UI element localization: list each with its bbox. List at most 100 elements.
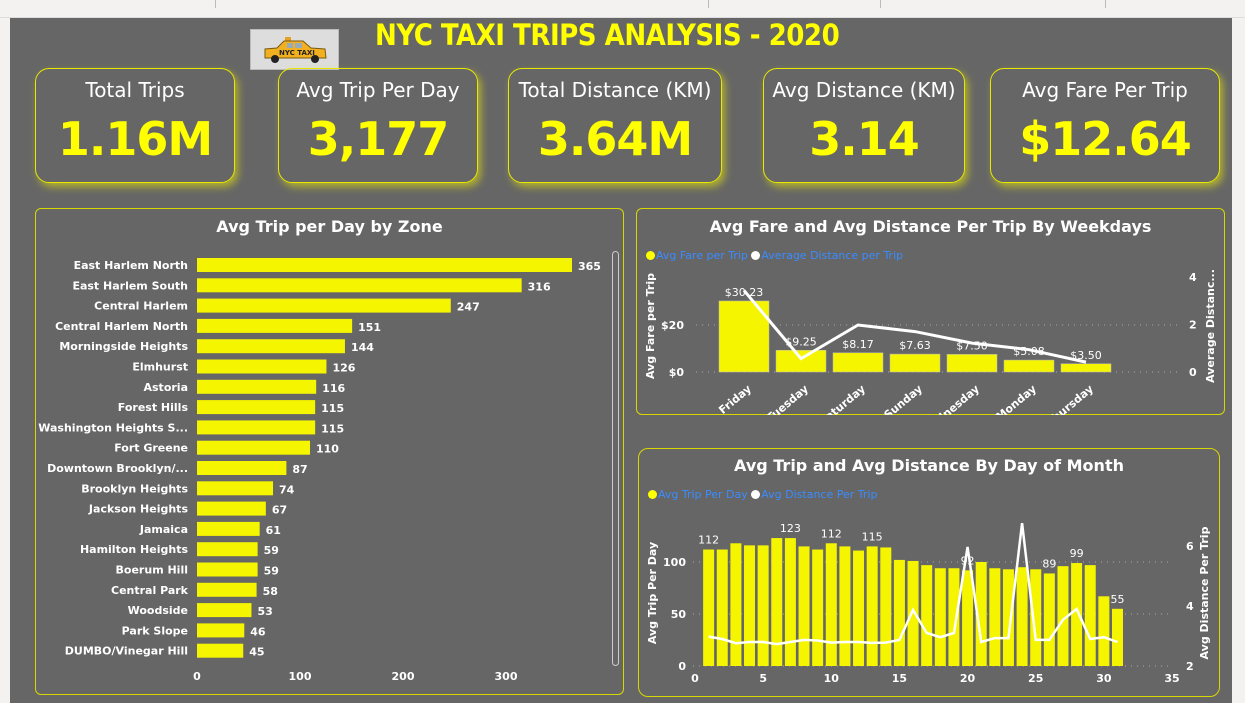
y-tick-label: $0 bbox=[669, 366, 685, 379]
chart-title: Avg Fare and Avg Distance Per Trip By We… bbox=[709, 217, 1152, 236]
zone-label: Downtown Brooklyn/... bbox=[47, 462, 188, 475]
zone-bar bbox=[197, 258, 572, 272]
fare-bar bbox=[1060, 363, 1112, 373]
zone-label: Central Harlem North bbox=[55, 320, 188, 333]
kpi-card-avg-fare: Avg Fare Per Trip $12.64 bbox=[990, 68, 1220, 183]
y-tick-label: 100 bbox=[663, 556, 686, 569]
data-label: 110 bbox=[316, 443, 339, 456]
y-tick-label: 0 bbox=[678, 660, 686, 673]
y-axis-title: Avg Fare per Trip bbox=[644, 273, 657, 379]
trip-bar bbox=[812, 549, 824, 666]
data-label: $8.17 bbox=[842, 338, 874, 351]
data-label: 126 bbox=[332, 362, 355, 375]
trip-bar bbox=[962, 570, 974, 666]
zone-bar bbox=[197, 359, 327, 374]
data-label: 61 bbox=[266, 524, 281, 537]
kpi-value: 3,177 bbox=[307, 112, 450, 166]
trip-bar bbox=[1111, 608, 1123, 666]
trip-bar bbox=[1043, 573, 1055, 666]
scrollbar[interactable] bbox=[612, 251, 619, 666]
zone-label: Jamaica bbox=[139, 523, 188, 536]
data-label: 89 bbox=[1042, 557, 1056, 570]
x-tick-label: 5 bbox=[759, 672, 767, 685]
trip-bar bbox=[730, 543, 742, 666]
data-label: 115 bbox=[321, 402, 344, 415]
trip-bar bbox=[1030, 569, 1042, 666]
legend-item[interactable]: Avg Fare per Trip bbox=[656, 249, 748, 262]
chart-legend: Avg Fare per Trip Average Distance per T… bbox=[646, 249, 903, 262]
zone-label: DUMBO/Vinegar Hill bbox=[65, 645, 188, 658]
data-label: 115 bbox=[862, 530, 883, 543]
data-label: 116 bbox=[322, 382, 345, 395]
x-tick-label: Saturday bbox=[817, 382, 868, 415]
x-tick-label: Sunday bbox=[882, 382, 925, 415]
trip-bar bbox=[1016, 567, 1028, 666]
data-label: 92 bbox=[961, 554, 975, 567]
zone-label: Hamilton Heights bbox=[80, 543, 189, 556]
data-label: 67 bbox=[272, 504, 287, 517]
x-tick-label: 0 bbox=[193, 670, 201, 683]
legend-item[interactable]: Avg Distance Per Trip bbox=[761, 488, 878, 501]
svg-text:NYC TAXI: NYC TAXI bbox=[279, 49, 315, 57]
trip-bar bbox=[907, 560, 919, 666]
x-tick-label: 25 bbox=[1028, 672, 1043, 685]
fare-bar bbox=[1003, 359, 1055, 373]
kpi-card-avg-trip-per-day: Avg Trip Per Day 3,177 bbox=[278, 68, 478, 183]
trip-bar bbox=[1098, 596, 1110, 666]
x-tick-label: Tuesday bbox=[764, 382, 811, 415]
zone-label: Brooklyn Heights bbox=[81, 482, 188, 495]
zone-bar bbox=[197, 521, 260, 536]
y2-tick-label: 2 bbox=[1189, 319, 1197, 332]
zone-bar bbox=[197, 481, 274, 496]
day-of-month-combo-chart: 0 50 100 2 4 6 0 5 10 15 20 25 30 35 Avg Trip Per Day A… bbox=[646, 522, 1211, 685]
trip-bar bbox=[703, 549, 715, 666]
data-label: 74 bbox=[279, 483, 295, 496]
distance-line bbox=[708, 523, 1118, 646]
zone-bar-chart: East Harlem North 365 East Harlem South 316… bbox=[38, 258, 601, 683]
x-tick-label: 300 bbox=[495, 670, 518, 683]
trip-bar bbox=[975, 562, 987, 666]
x-tick-label: 10 bbox=[824, 672, 840, 685]
data-label: $9.25 bbox=[785, 335, 817, 348]
zone-bar bbox=[197, 562, 258, 577]
y-axis-title: Avg Trip Per Day bbox=[646, 542, 659, 644]
fare-bar bbox=[832, 352, 884, 373]
zone-bar bbox=[197, 420, 316, 435]
zone-label: Fort Greene bbox=[114, 442, 188, 455]
kpi-value: 3.14 bbox=[809, 112, 920, 166]
ribbon-divider bbox=[1105, 0, 1106, 8]
data-label: 112 bbox=[698, 534, 719, 547]
kpi-card-total-trips: Total Trips 1.16M bbox=[35, 68, 235, 183]
day-of-month-chart-panel: Avg Trip and Avg Distance By Day of Mont… bbox=[638, 448, 1220, 697]
legend-dot-icon bbox=[751, 251, 761, 260]
x-tick-label: 0 bbox=[691, 672, 699, 685]
zone-bar bbox=[197, 379, 317, 394]
data-label: 46 bbox=[250, 625, 266, 638]
ribbon-divider bbox=[215, 0, 216, 8]
zone-label: Jackson Heights bbox=[88, 503, 189, 516]
legend-item[interactable]: Avg Trip Per Day bbox=[658, 488, 748, 501]
ribbon-divider bbox=[880, 0, 881, 8]
data-label: 144 bbox=[351, 341, 374, 354]
trip-bar bbox=[744, 545, 756, 666]
zone-label: Astoria bbox=[144, 381, 189, 394]
trip-bar bbox=[893, 559, 905, 666]
x-tick-label: 30 bbox=[1096, 672, 1112, 685]
zone-bar bbox=[197, 400, 316, 415]
fare-bar bbox=[775, 350, 827, 373]
zone-label: Washington Heights S... bbox=[38, 421, 188, 434]
chart-title: Avg Trip and Avg Distance By Day of Mont… bbox=[734, 456, 1124, 475]
chart-legend: Avg Trip Per Day Avg Distance Per Trip bbox=[648, 488, 877, 501]
fare-bar bbox=[946, 354, 998, 373]
x-tick-label: Wednesday bbox=[919, 382, 982, 415]
zone-label: Central Harlem bbox=[94, 300, 188, 313]
legend-item[interactable]: Average Distance per Trip bbox=[761, 249, 904, 262]
fare-bar bbox=[718, 300, 770, 373]
x-tick-label: 100 bbox=[289, 670, 312, 683]
kpi-card-avg-distance: Avg Distance (KM) 3.14 bbox=[763, 68, 965, 183]
data-label: 247 bbox=[457, 301, 480, 314]
ribbon-bar bbox=[0, 0, 1245, 18]
kpi-value: 3.64M bbox=[537, 112, 693, 166]
kpi-label: Total Distance (KM) bbox=[518, 78, 712, 102]
chart-title: Avg Trip per Day by Zone bbox=[216, 217, 443, 236]
